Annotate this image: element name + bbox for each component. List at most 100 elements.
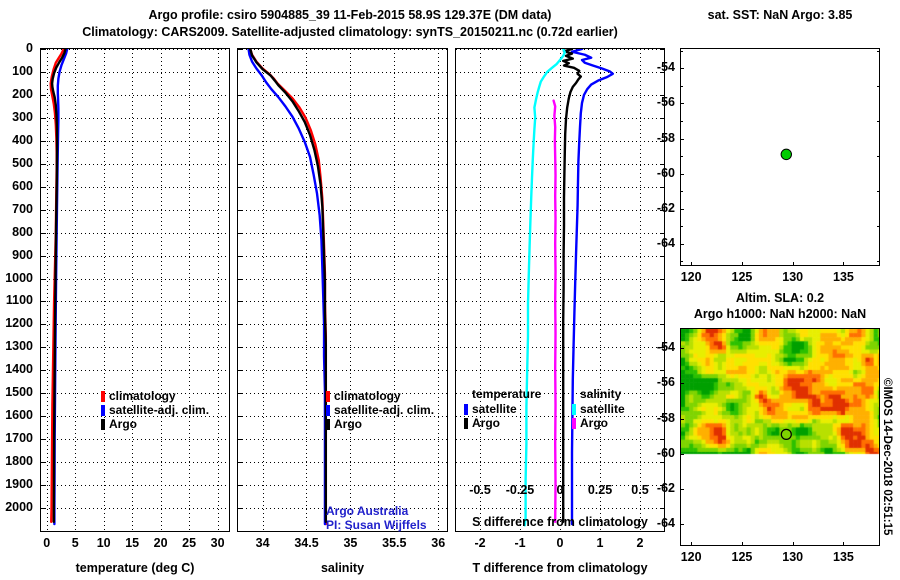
tick-minor-y [877,85,880,87]
tick-sal-x: 35 [343,536,358,550]
tick-mark-x [741,542,743,546]
tick-mark-y [40,324,45,326]
tick-temp-y: 1900 [5,477,33,492]
tick-sla-y: -60 [656,445,675,460]
legend-heading: temperature [472,387,542,401]
legend-swatch [572,417,576,429]
tick-mark-y [40,301,45,303]
tick-temp-y: 800 [12,224,33,239]
tick-sdiff-x: 0.25 [587,483,613,497]
sst-map-title: sat. SST: NaN Argo: 3.85 [707,8,853,22]
tick-sla-x: 130 [782,550,804,564]
tick-mark-y [40,485,45,487]
sst-map-panel [680,48,880,266]
t-difference-axis-label: T difference from climatology [472,561,648,575]
sla-map-title-line2: Argo h1000: NaN h2000: NaN [693,307,867,321]
tick-tdiff-x: -2 [474,536,486,550]
tick-mark-y [237,370,242,372]
sla-map-panel [680,328,880,546]
difference-panel: temperature satellite Argo salinity satellit… [455,48,665,532]
tick-mark-x [741,262,743,266]
tick-sla-x: 120 [680,550,702,564]
tick-sdiff-x: -0.5 [469,483,491,497]
tick-sst-x: 120 [680,270,702,284]
tick-sst-x: 125 [731,270,753,284]
legend-row: satellite-adj. clim. [326,403,434,417]
tick-temp-y: 700 [12,201,33,216]
tick-mark-y [660,71,665,73]
legend-swatch [464,403,468,415]
tick-mark-y [680,68,684,70]
tick-minor-y [680,156,683,158]
tick-mark-x [691,262,693,266]
tick-mark-y [237,209,242,211]
tick-mark-y [237,439,242,441]
tick-sdiff-x: 0 [556,483,564,497]
tick-mark-y [40,49,45,50]
temperature-panel: climatology satellite-adj. clim. Argo [40,48,230,532]
tick-temp-x: 5 [71,536,79,550]
tick-mark-y [237,416,242,418]
tick-mark-y [680,488,684,490]
tick-mark-y [660,485,665,487]
tick-mark-y [680,243,684,245]
tick-mark-y [40,462,45,464]
legend-swatch [326,404,330,416]
tick-sdiff-x: 0.5 [631,483,649,497]
legend-swatch [326,390,330,402]
tick-mark-y [680,138,684,140]
tick-temp-x: 20 [153,536,168,550]
tick-mark-y [660,255,665,257]
tick-temp-x: 25 [182,536,197,550]
temperature-curves [49,49,69,526]
tick-mark-y [660,140,665,142]
tick-mark-y [660,324,665,326]
sla-map-marker [780,428,792,440]
legend-label: Argo [472,416,500,430]
salinity-legend: climatology satellite-adj. clim. Argo [326,389,434,431]
tick-sla-y: -56 [656,375,675,390]
tick-tdiff-x: 1 [596,536,604,550]
tick-mark-y [40,416,45,418]
legend-label: satellite-adj. clim. [334,403,435,417]
tick-mark-y [40,439,45,441]
tick-mark-y [680,103,684,105]
legend-swatch [572,403,576,415]
tick-mark-y [237,347,242,349]
tick-sst-y: -60 [656,165,675,180]
tick-mark-y [237,255,242,257]
legend-label: Argo [580,416,608,430]
tick-mark-y [237,508,242,510]
tick-sal-x: 36 [431,536,446,550]
tick-minor-y [680,191,683,193]
tick-mark-y [660,301,665,303]
tick-sst-x: 135 [833,270,854,284]
tick-mark-y [680,173,684,175]
tick-mark-y [40,508,45,510]
tick-minor-y [680,261,683,263]
tick-sst-x: 130 [782,270,804,284]
legend-swatch [101,390,105,402]
tick-mark-y [680,523,684,525]
tick-sal-x: 35.5 [382,536,407,550]
tick-mark-y [237,117,242,119]
tick-mark-y [40,209,45,211]
tick-mark-y [237,71,242,73]
tick-sla-y: -58 [656,410,675,425]
tick-mark-y [680,348,684,350]
credit-line1: Argo Australia [326,504,409,518]
tick-temp-y: 1700 [5,431,33,446]
legend-row: Argo [101,417,209,431]
credit-line2: PI: Susan Wijffels [326,518,427,532]
s-difference-axis-label: S difference from climatology [472,515,648,529]
copyright-text: ©IMOS 14-Dec-2018 02:51:15 [881,378,893,536]
tick-mark-x [792,262,794,266]
legend-swatch [464,417,468,429]
legend-label: climatology [109,389,176,403]
tick-temp-y: 1800 [5,454,33,469]
tick-temp-y: 100 [12,63,33,78]
tick-mark-y [237,94,242,96]
tick-mark-y [660,393,665,395]
tick-mark-y [660,232,665,234]
tick-mark-y [237,186,242,188]
